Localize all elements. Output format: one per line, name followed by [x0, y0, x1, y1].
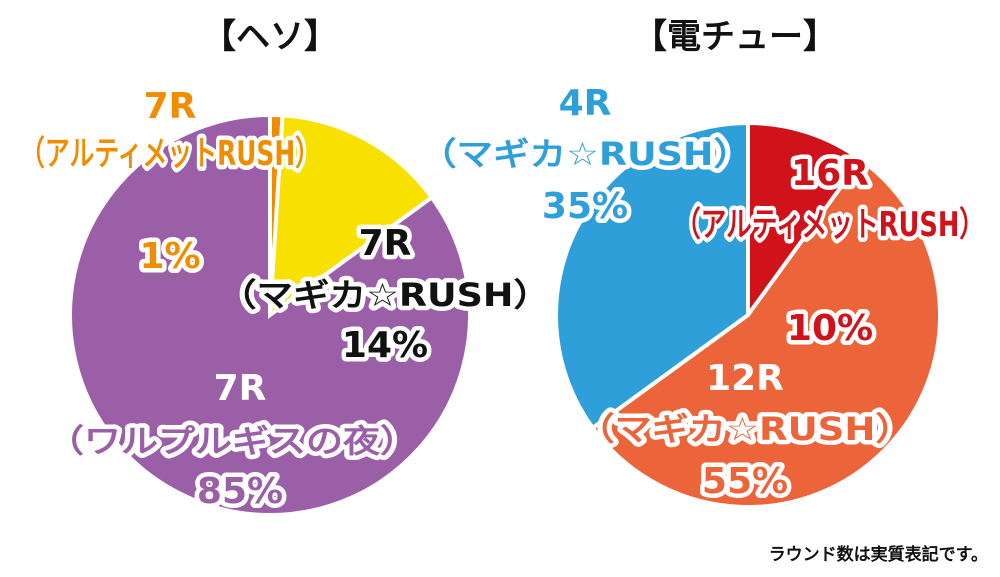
pie-slice-heso-1 — [267, 113, 435, 320]
slice-round-heso-1: 7R — [359, 223, 412, 264]
pie-heso-labels: 7R （アルティメットRUSH） 1% 7R （マギカ☆RUSH） 14% 7R… — [16, 82, 555, 517]
slice-mode-denchu-0: （アルティメットRUSH） — [675, 205, 985, 245]
slice-mode-denchu-2: （マギカ☆RUSH） — [420, 135, 750, 173]
slice-mode-heso-2: （ワルプルギスの夜） — [47, 422, 417, 460]
slice-label-heso-1: 7R （マギカ☆RUSH） 14% — [216, 219, 555, 371]
pie-heso-slices — [68, 112, 472, 517]
pie-title-denchu: 【電チュー】 — [633, 17, 837, 57]
slice-round-denchu-0: 16R — [791, 153, 869, 194]
slice-pct-denchu-2: 35% — [542, 186, 628, 227]
footnote: ラウンド数は実質表記です。 — [769, 544, 988, 565]
slice-round-denchu-1: 12R — [706, 358, 784, 399]
slice-round-heso-2: 7R — [214, 368, 267, 409]
slice-pct-denchu-0: 10% — [787, 308, 873, 349]
slice-round-heso-0: 7R — [144, 86, 197, 127]
slice-mode-heso-1: （マギカ☆RUSH） — [220, 276, 550, 314]
pie-heso: 【ヘソ】 7R （アルティメットRUSH） 1% 7R （マギカ☆RUSH） 1… — [16, 17, 555, 517]
pie-slice-denchu-1 — [589, 156, 943, 510]
pie-title-heso: 【ヘソ】 — [202, 17, 338, 57]
slice-label-denchu-2: 4R （マギカ☆RUSH） 35% — [416, 79, 755, 232]
pie-denchu-slices — [554, 120, 943, 510]
pie-denchu-labels: 4R （マギカ☆RUSH） 35% 16R （アルティメットRUSH） 10% … — [416, 79, 990, 507]
slice-label-denchu-1: 12R （マギカ☆RUSH） 55% — [573, 358, 917, 507]
pie-slice-denchu-0 — [746, 120, 864, 322]
slice-pct-heso-1: 14% — [342, 325, 428, 366]
slice-mode-denchu-1: （マギカ☆RUSH） — [578, 410, 913, 448]
slice-pct-heso-2: 85% — [197, 471, 283, 512]
slice-mode-heso-0: （アルティメットRUSH） — [20, 134, 320, 174]
slice-round-denchu-2: 4R — [559, 83, 612, 124]
slice-label-denchu-0: 16R （アルティメットRUSH） 10% — [671, 149, 990, 354]
slice-pct-denchu-1: 55% — [702, 461, 788, 502]
slice-label-heso-2: 7R （ワルプルギスの夜） 85% — [43, 368, 422, 517]
pie-slice-heso-2 — [68, 112, 472, 517]
slice-label-heso-0: 7R （アルティメットRUSH） 1% — [16, 82, 325, 282]
slice-pct-heso-0: 1% — [139, 236, 200, 277]
pie-denchu: 【電チュー】 4R （マギカ☆RUSH） 35% 16R （アルティメットRUS… — [416, 17, 990, 510]
pie-slice-denchu-2 — [554, 120, 750, 431]
